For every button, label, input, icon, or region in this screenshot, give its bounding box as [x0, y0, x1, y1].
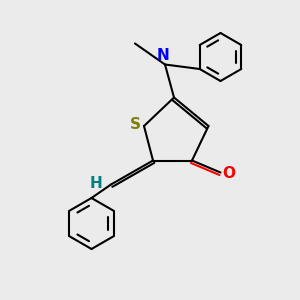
Text: S: S — [129, 117, 140, 132]
Text: H: H — [90, 176, 103, 190]
Text: N: N — [157, 48, 170, 63]
Text: O: O — [222, 167, 235, 182]
